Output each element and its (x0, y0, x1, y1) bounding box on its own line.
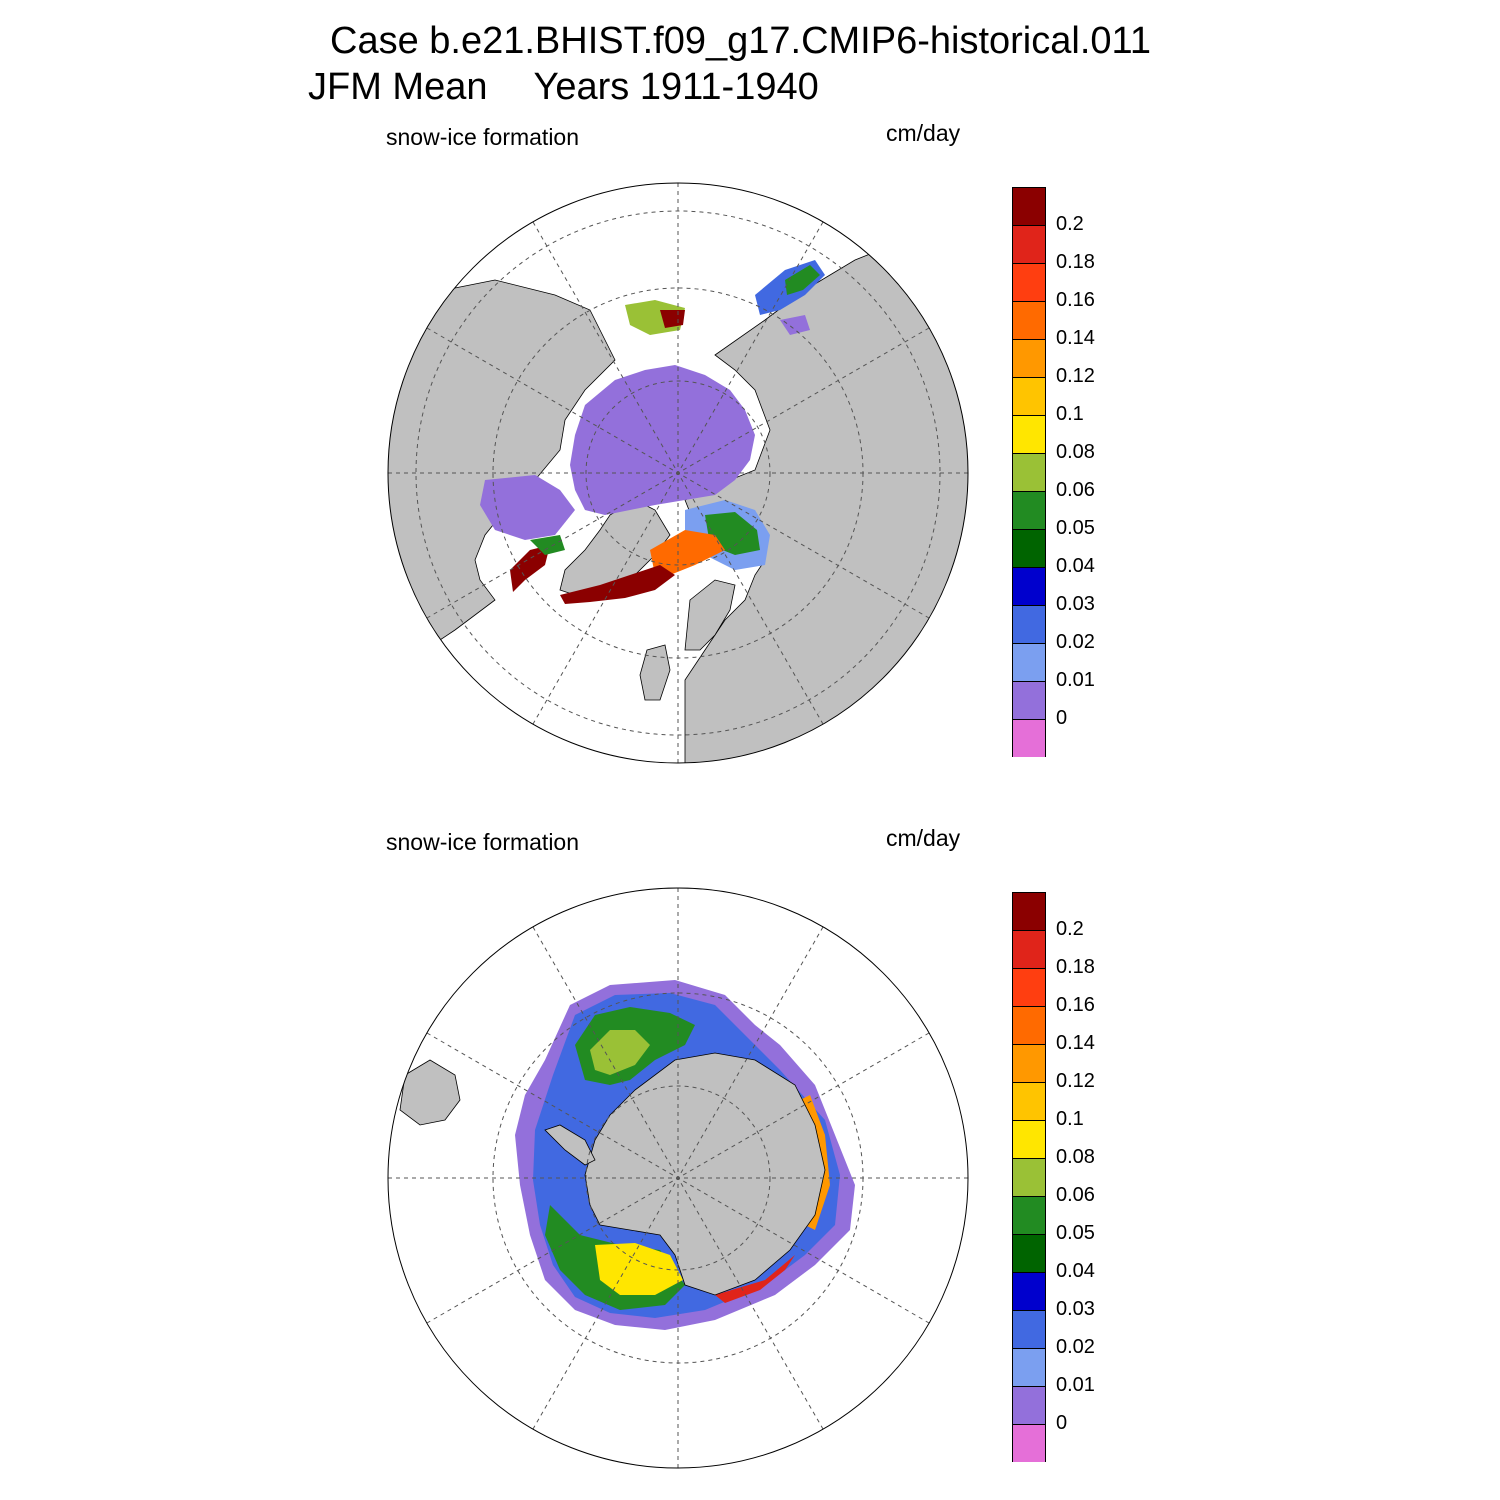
nh-colorbar-box (1012, 377, 1046, 415)
nh-colorbar-box (1012, 339, 1046, 377)
sh-colorbar-box (1012, 1082, 1046, 1120)
nh-colorbar-box (1012, 187, 1046, 225)
sh-land-south-america (399, 1059, 461, 1126)
nh-colorbar-box (1012, 453, 1046, 491)
nh-colorbar-label: 0.04 (1056, 555, 1095, 577)
nh-colorbar-box (1012, 301, 1046, 339)
figure-title-line-1: Case b.e21.BHIST.f09_g17.CMIP6-historica… (330, 20, 1151, 62)
figure-title-line-2: JFM Mean Years 1911-1940 (308, 66, 819, 109)
nh-field-bering-purple (780, 315, 810, 335)
sh-field-weddell-light (590, 1030, 650, 1075)
nh-colorbar-box (1012, 643, 1046, 681)
sh-field-east-coast-red (715, 1255, 795, 1303)
sh-colorbar-label: 0.1 (1056, 1108, 1084, 1130)
sh-colorbar-label: 0.08 (1056, 1146, 1095, 1168)
nh-land-uk (639, 644, 671, 701)
sh-colorbar-label: 0.05 (1056, 1222, 1095, 1244)
sh-colorbar-box (1012, 1348, 1046, 1386)
nh-colorbar-label: 0.14 (1056, 327, 1095, 349)
sh-colorbar-box (1012, 1006, 1046, 1044)
nh-colorbar-label: 0.16 (1056, 289, 1095, 311)
nh-field-baffin-green (530, 535, 565, 555)
sh-colorbar-label: 0.01 (1056, 1374, 1095, 1396)
nh-colorbar-box (1012, 681, 1046, 719)
nh-colorbar-label: 0.06 (1056, 479, 1095, 501)
nh-colorbar-box (1012, 719, 1046, 757)
nh-colorbar: 0.2 0.18 0.16 0.14 0.12 0.1 0.08 0.06 0.05 0.04 0.… (1012, 187, 1095, 757)
nh-colorbar-label: 0.01 (1056, 669, 1095, 691)
nh-colorbar-box (1012, 605, 1046, 643)
sh-graticule (388, 888, 968, 1468)
sh-colorbar-label: 0.04 (1056, 1260, 1095, 1282)
sh-colorbar-box (1012, 892, 1046, 930)
nh-colorbar-box (1012, 491, 1046, 529)
nh-colorbar-box (1012, 263, 1046, 301)
sh-colorbar-label: 0.12 (1056, 1070, 1095, 1092)
sh-colorbar-label: 0.06 (1056, 1184, 1095, 1206)
nh-field-okhotsk-red (660, 310, 685, 328)
nh-colorbar-label: 0.08 (1056, 441, 1095, 463)
nh-units-label: cm/day (886, 120, 961, 146)
sh-colorbar-box (1012, 1386, 1046, 1424)
sh-colorbar-label: 0.02 (1056, 1336, 1095, 1358)
nh-colorbar-box (1012, 225, 1046, 263)
nh-colorbar-label: 0.18 (1056, 251, 1095, 273)
nh-colorbar-box (1012, 415, 1046, 453)
antarctic-polar-map (387, 887, 969, 1469)
sh-units-label: cm/day (886, 825, 961, 851)
sh-colorbar-box (1012, 1310, 1046, 1348)
nh-map-border (387, 182, 969, 764)
sh-colorbar-label: 0.2 (1056, 918, 1084, 940)
sh-colorbar-box (1012, 1234, 1046, 1272)
nh-colorbar-box (1012, 529, 1046, 567)
nh-field-hudson-bay (480, 475, 575, 540)
nh-graticule (388, 183, 968, 763)
nh-colorbar-box (1012, 567, 1046, 605)
nh-colorbar-label: 0.02 (1056, 631, 1095, 653)
sh-colorbar-label: 0.03 (1056, 1298, 1095, 1320)
sh-colorbar: 0.2 0.18 0.16 0.14 0.12 0.1 0.08 0.06 0.05 0.04 0.… (1012, 892, 1095, 1462)
sh-colorbar-label: 0 (1056, 1412, 1068, 1434)
sh-land-antarctic-peninsula (544, 1124, 596, 1166)
arctic-polar-map (387, 182, 969, 764)
nh-field-bering-green (785, 265, 820, 295)
nh-field-east-greenland-red (560, 565, 675, 604)
nh-field-labrador-red (510, 545, 550, 592)
nh-land-scandinavia (684, 579, 736, 651)
nh-field-central-arctic (570, 365, 755, 515)
nh-colorbar-label: 0.05 (1056, 517, 1095, 539)
sh-colorbar-box (1012, 1196, 1046, 1234)
sh-colorbar-box (1012, 930, 1046, 968)
sh-colorbar-label: 0.18 (1056, 956, 1095, 978)
sh-colorbar-box (1012, 1424, 1046, 1462)
years-label: Years 1911-1940 (533, 66, 819, 108)
sh-colorbar-box (1012, 1158, 1046, 1196)
nh-panel-label: snow-ice formation (386, 124, 580, 150)
sh-colorbar-box (1012, 1044, 1046, 1082)
nh-colorbar-label: 0.12 (1056, 365, 1095, 387)
sh-field-ross-yellow (595, 1243, 683, 1295)
nh-colorbar-label: 0.2 (1056, 213, 1084, 235)
nh-colorbar-label: 0.1 (1056, 403, 1084, 425)
sh-colorbar-label: 0.16 (1056, 994, 1095, 1016)
nh-colorbar-label: 0 (1056, 707, 1068, 729)
sh-colorbar-box (1012, 1272, 1046, 1310)
sh-colorbar-box (1012, 968, 1046, 1006)
nh-colorbar-label: 0.03 (1056, 593, 1095, 615)
sh-colorbar-box (1012, 1120, 1046, 1158)
sh-panel-label: snow-ice formation (386, 829, 580, 855)
sh-map-border (387, 887, 969, 1469)
season-label: JFM Mean (308, 66, 488, 108)
nh-field-greenland-sea (650, 530, 725, 575)
sh-colorbar-label: 0.14 (1056, 1032, 1095, 1054)
